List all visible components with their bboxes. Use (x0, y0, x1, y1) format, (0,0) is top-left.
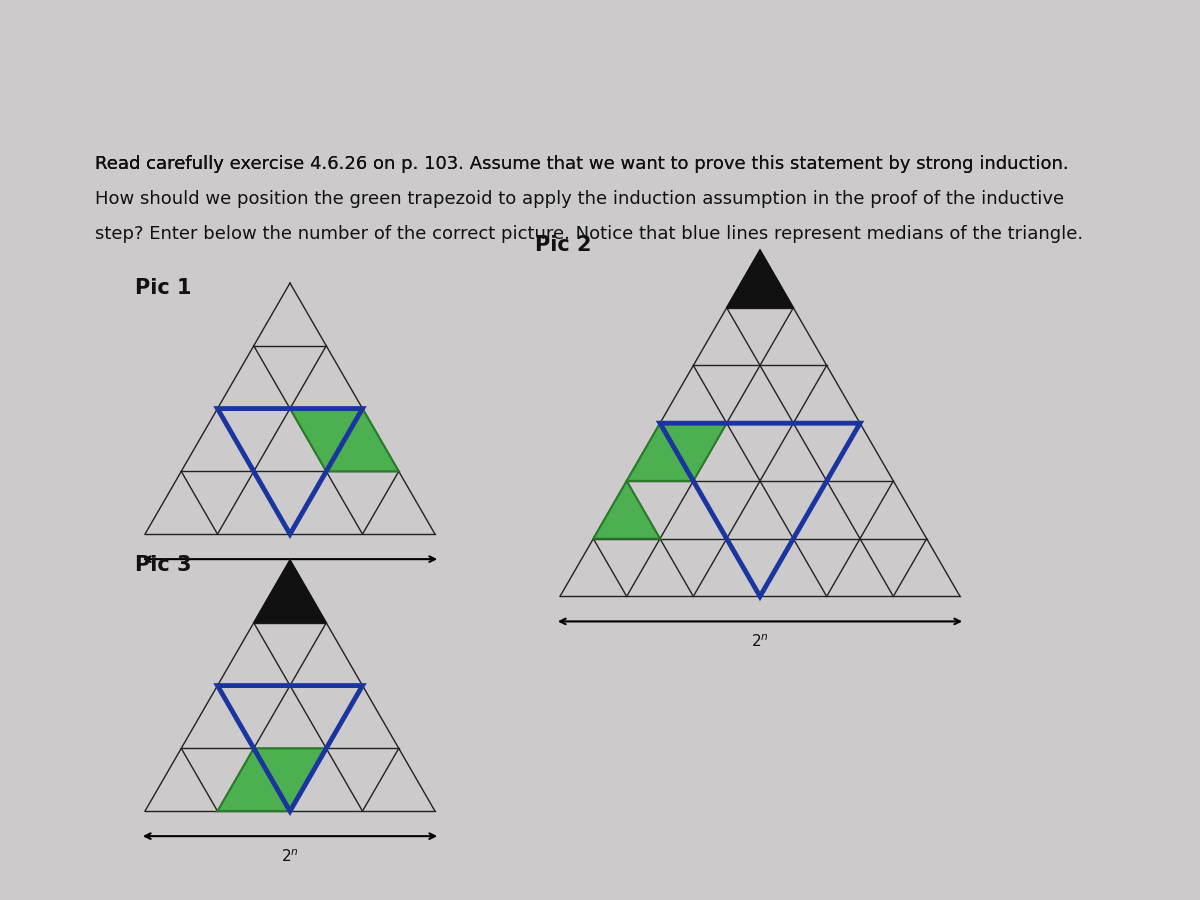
Polygon shape (727, 250, 793, 308)
Text: step? Enter below the number of the correct picture. Notice that blue lines repr: step? Enter below the number of the corr… (95, 225, 1084, 243)
Polygon shape (626, 423, 694, 481)
Text: Pic 1: Pic 1 (134, 278, 192, 298)
Text: Read carefully exercise 4.6.26 on p. 103. Assume that we want to prove this stat: Read carefully exercise 4.6.26 on p. 103… (95, 155, 1069, 173)
Text: Read carefully exercise 4.6.26 on p. 103. Assume that we want to prove this stat: Read carefully exercise 4.6.26 on p. 103… (95, 155, 1069, 173)
Text: $2^n$: $2^n$ (751, 634, 769, 650)
Polygon shape (253, 560, 326, 623)
Text: $2^n$: $2^n$ (281, 572, 299, 588)
Polygon shape (660, 423, 727, 481)
Polygon shape (253, 749, 326, 811)
Text: How should we position the green trapezoid to apply the induction assumption in : How should we position the green trapezo… (95, 190, 1064, 208)
Text: $2^n$: $2^n$ (281, 848, 299, 865)
Polygon shape (290, 409, 362, 472)
Text: Pic 3: Pic 3 (134, 555, 192, 575)
Polygon shape (326, 409, 398, 472)
Polygon shape (593, 481, 660, 539)
Polygon shape (217, 749, 290, 811)
Text: Read carefully: Read carefully (95, 155, 229, 173)
Text: Pic 2: Pic 2 (535, 235, 592, 255)
